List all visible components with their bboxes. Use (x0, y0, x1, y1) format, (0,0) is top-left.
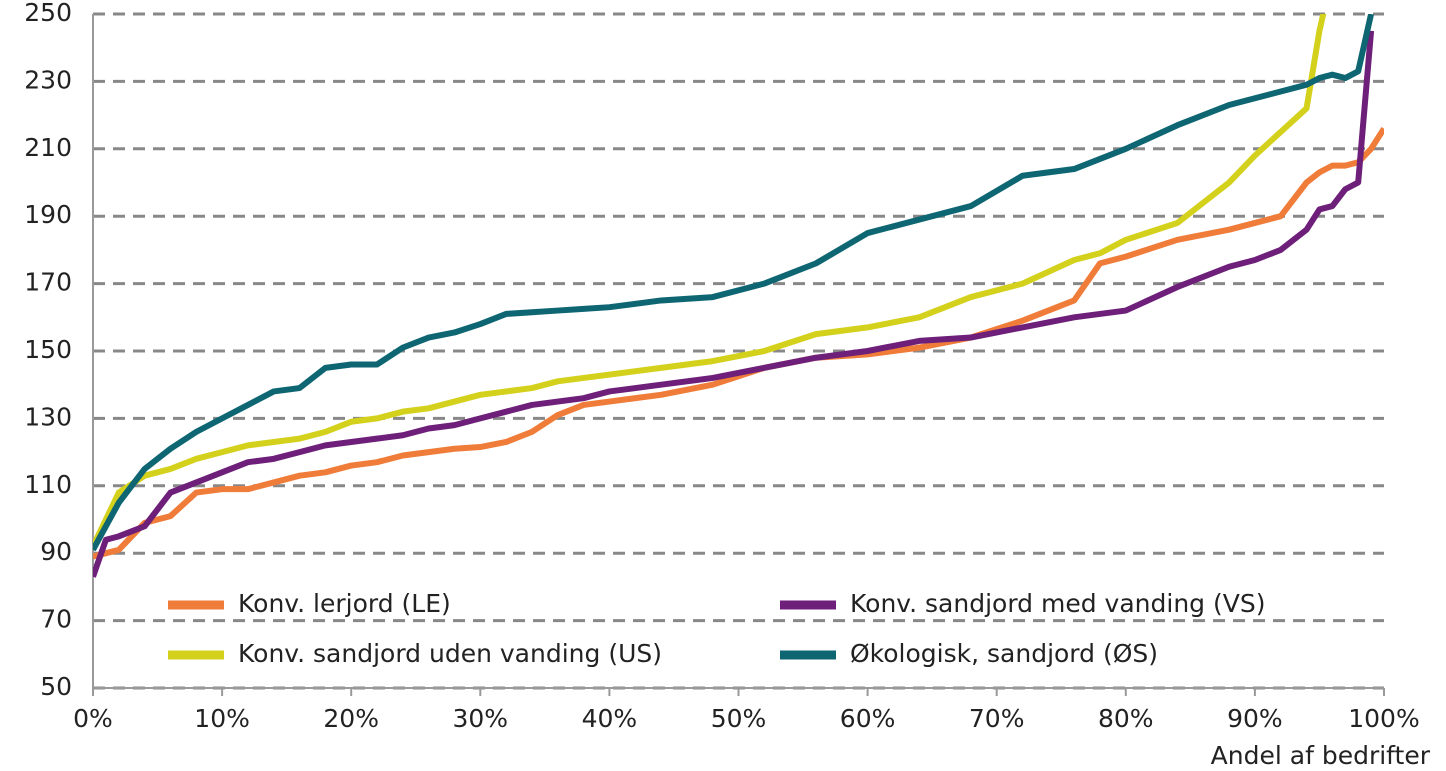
x-tick-label: 20% (323, 704, 379, 733)
x-tick-label: 90% (1227, 704, 1283, 733)
series-line (93, 126, 1384, 560)
y-tick-label: 70 (40, 605, 72, 634)
y-tick-label: 130 (24, 402, 72, 431)
y-tick-label: 50 (40, 672, 72, 701)
y-tick-label: 110 (24, 470, 72, 499)
x-tick-label: 10% (194, 704, 250, 733)
plot-lines (93, 14, 1384, 578)
legend-label: Konv. sandjord med vanding (VS) (850, 589, 1265, 618)
y-tick-label: 210 (24, 133, 72, 162)
x-tick-label: 70% (969, 704, 1025, 733)
y-tick-label: 170 (24, 268, 72, 297)
x-tick-label: 30% (453, 704, 509, 733)
legend-label: Konv. sandjord uden vanding (US) (238, 639, 662, 668)
x-tick-label: 50% (711, 704, 767, 733)
legend-label: Konv. lerjord (LE) (238, 589, 451, 618)
y-tick-label: 250 (24, 0, 72, 27)
series-line (93, 14, 1327, 548)
y-tick-label: 90 (40, 537, 72, 566)
x-tick-label: 60% (840, 704, 896, 733)
x-tick-label: 80% (1098, 704, 1154, 733)
y-tick-label: 230 (24, 65, 72, 94)
x-axis-title: Andel af bedrifter (1211, 741, 1431, 770)
x-tick-label: 0% (73, 704, 113, 733)
y-tick-label: 190 (24, 200, 72, 229)
legend-label: Økologisk, sandjord (ØS) (850, 639, 1158, 668)
y-tick-label: 150 (24, 335, 72, 364)
x-tick-label: 100% (1348, 704, 1419, 733)
x-tick-label: 40% (582, 704, 638, 733)
series-line (93, 30, 1375, 578)
series-line (93, 14, 1375, 552)
